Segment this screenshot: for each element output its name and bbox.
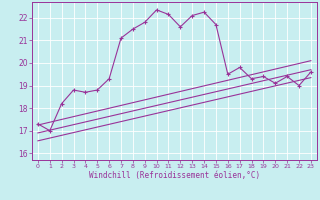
X-axis label: Windchill (Refroidissement éolien,°C): Windchill (Refroidissement éolien,°C) — [89, 171, 260, 180]
